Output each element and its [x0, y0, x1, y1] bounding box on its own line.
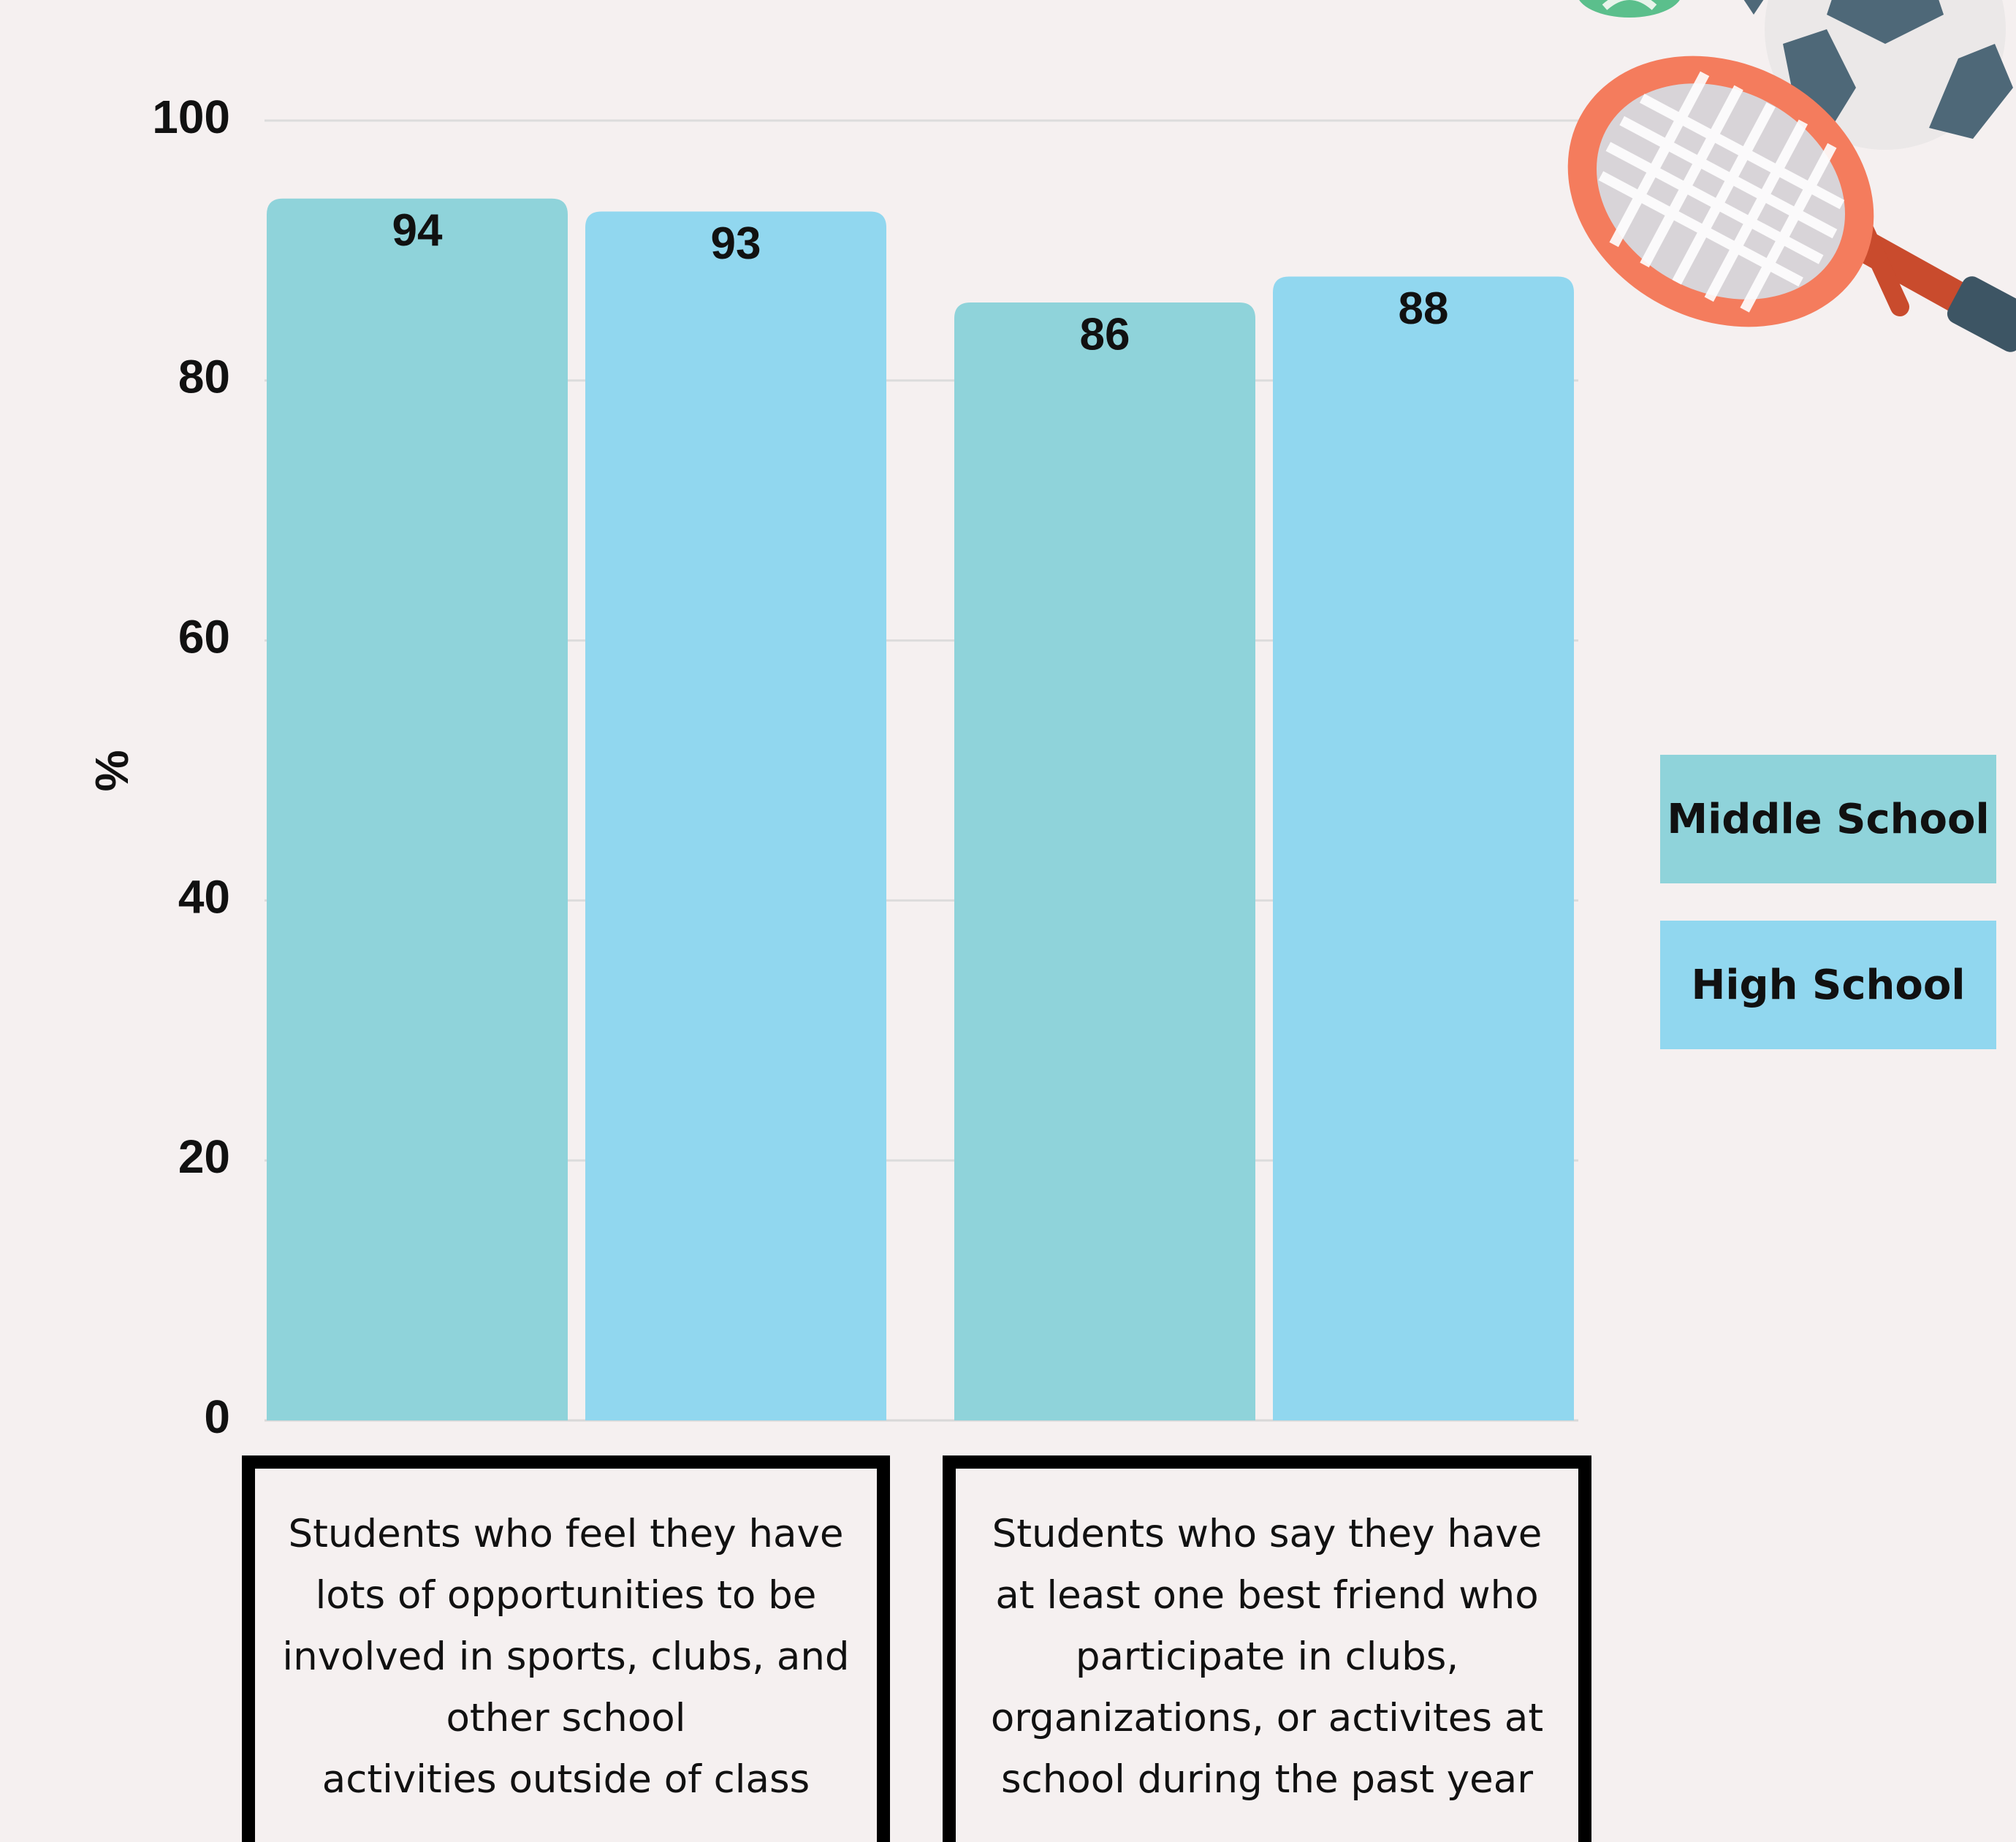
- y-tick-label: 60: [178, 611, 230, 663]
- category-label-box: Students who feel they have lots of oppo…: [242, 1455, 890, 1842]
- bar-high-school: [585, 211, 886, 1420]
- bar-middle-school: [267, 198, 568, 1420]
- y-tick-label: 80: [178, 351, 230, 403]
- bar-high-school: [1273, 276, 1574, 1421]
- labels: 0 20 40 60 80 100 94 93 86 88: [152, 91, 1448, 1443]
- legend-item-high-school: High School: [1660, 921, 1996, 1049]
- y-tick-label: 40: [178, 870, 230, 923]
- bar-value-label: 94: [392, 205, 443, 256]
- bar-value-label: 88: [1399, 283, 1449, 334]
- y-tick-label: 0: [204, 1390, 230, 1443]
- tennis-racket-icon: [1567, 56, 2016, 352]
- bars: [267, 198, 1574, 1421]
- tennis-ball-icon: [1579, 0, 1680, 18]
- y-axis-label: %: [85, 750, 138, 792]
- bar-value-label: 86: [1080, 309, 1130, 359]
- bar-middle-school: [954, 302, 1255, 1420]
- bar-value-label: 93: [711, 218, 761, 269]
- category-label-box: Students who say they have at least one …: [943, 1455, 1591, 1842]
- legend-item-middle-school: Middle School: [1660, 755, 1996, 883]
- y-tick-label: 100: [152, 91, 230, 143]
- y-tick-label: 20: [178, 1130, 230, 1183]
